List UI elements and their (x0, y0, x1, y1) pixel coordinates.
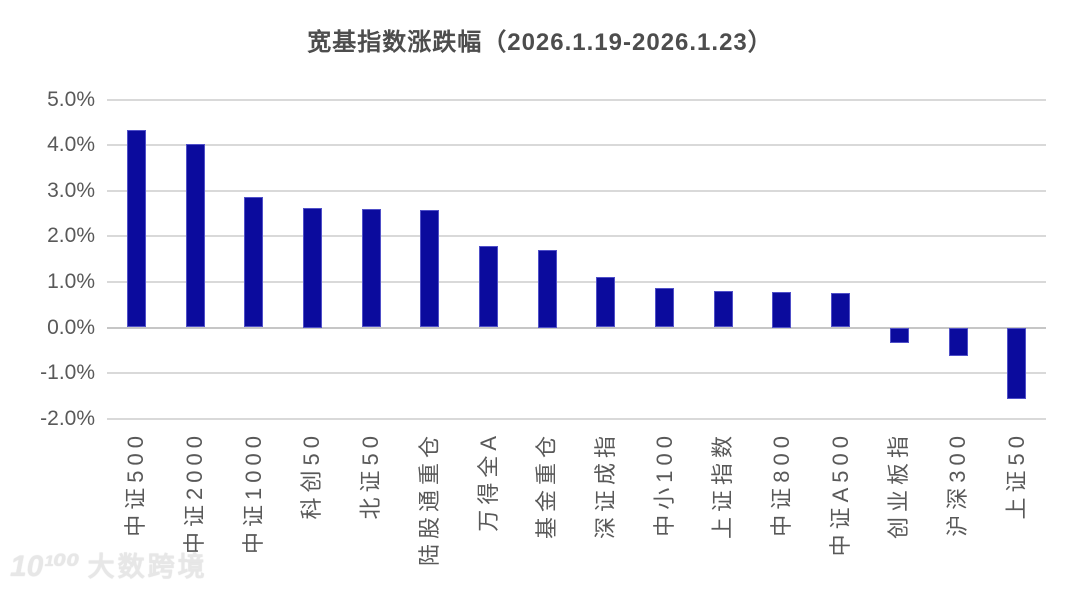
watermark-brand-text: 大数跨境 (87, 552, 208, 582)
bar-沪深300 (948, 327, 968, 357)
y-axis-tick-label: 0.0% (47, 315, 95, 339)
x-axis-label-上证50: 上证50 (1003, 431, 1029, 520)
bar-中证A500 (831, 292, 851, 328)
bar-中证800 (772, 291, 792, 328)
y-axis-tick-label: 5.0% (47, 87, 95, 111)
bar-中证500 (126, 130, 146, 328)
gridline (107, 417, 1046, 420)
bar-上证50 (1007, 327, 1027, 399)
chart-title: 宽基指数涨跌幅（2026.1.19-2026.1.23） (307, 29, 773, 56)
x-axis-label-中证A500: 中证A500 (827, 431, 853, 557)
bar-科创50 (302, 208, 322, 328)
gridline (107, 235, 1046, 238)
gridline (107, 189, 1046, 192)
x-axis-label-中小100: 中小100 (651, 431, 677, 537)
y-axis-tick-label: -1.0% (40, 361, 95, 385)
bar-深证成指 (596, 277, 616, 328)
x-axis-label-北证50: 北证50 (358, 431, 384, 520)
bar-基金重仓 (537, 249, 557, 328)
watermark: 10¹⁰⁰ 大数跨境 (10, 548, 208, 586)
x-axis-label-基金重仓: 基金重仓 (534, 431, 560, 540)
x-axis-label-中证500: 中证500 (123, 431, 149, 537)
bar-中证1000 (244, 196, 264, 328)
x-axis-label-万得全A: 万得全A (475, 431, 501, 532)
x-axis-label-创业板指: 创业板指 (886, 431, 912, 540)
bar-北证50 (361, 208, 381, 328)
x-axis-label-科创50: 科创50 (299, 431, 325, 520)
bar-万得全A (479, 245, 498, 328)
bar-上证指数 (713, 290, 733, 328)
x-axis-label-中证1000: 中证1000 (240, 431, 266, 554)
bar-创业板指 (889, 327, 909, 343)
bar-陆股通重仓 (420, 209, 440, 328)
x-axis-label-沪深300: 沪深300 (945, 431, 970, 537)
gridline (107, 144, 1046, 147)
gridline (107, 280, 1046, 283)
y-axis-tick-label: -2.0% (40, 406, 95, 430)
gridline (107, 98, 1046, 101)
y-axis-tick-label: 2.0% (47, 224, 95, 248)
zero-gridline (107, 326, 1046, 329)
bar-中小100 (655, 288, 674, 328)
watermark-logo-icon: 10¹⁰⁰ (10, 550, 80, 583)
y-axis-tick-label: 4.0% (47, 133, 95, 157)
x-axis-label-上证指数: 上证指数 (710, 431, 736, 540)
y-axis-tick-label: 1.0% (47, 269, 95, 293)
x-axis-label-中证2000: 中证2000 (182, 431, 207, 554)
gridline (107, 372, 1046, 375)
x-axis-label-深证成指: 深证成指 (592, 431, 618, 540)
x-axis-label-陆股通重仓: 陆股通重仓 (416, 431, 442, 567)
y-axis-tick-label: 3.0% (47, 178, 95, 202)
x-axis-label-中证800: 中证800 (768, 431, 794, 537)
bar-中证2000 (185, 143, 205, 328)
